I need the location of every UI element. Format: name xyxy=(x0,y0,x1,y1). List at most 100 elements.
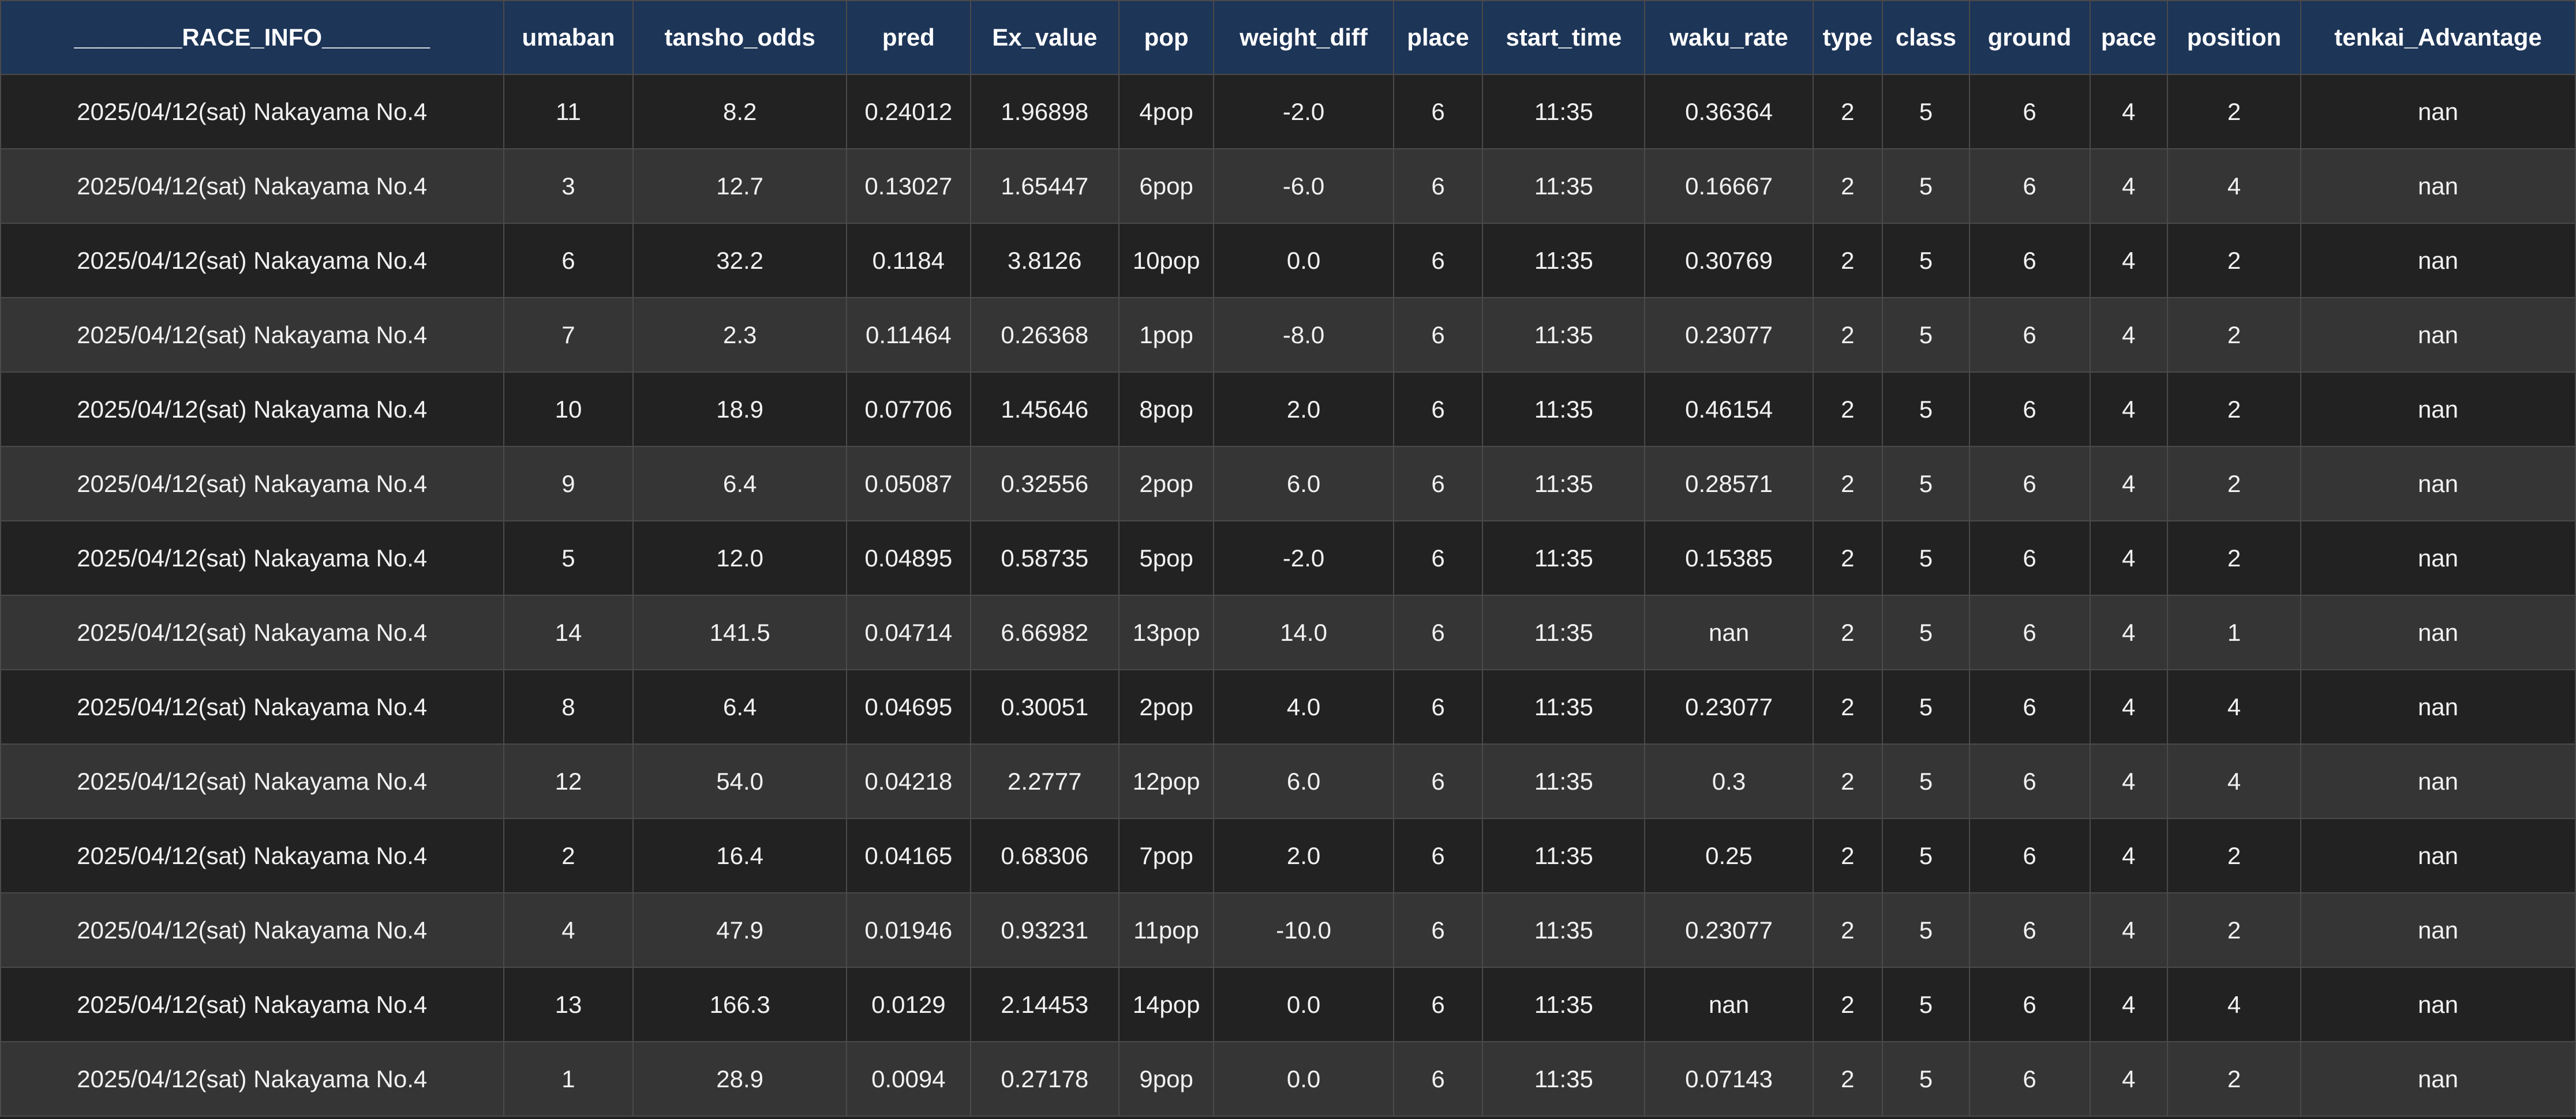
cell-place: 6 xyxy=(1392,520,1484,596)
cell-waku-rate: 0.36364 xyxy=(1644,74,1814,149)
column-header-umaban[interactable]: umaban xyxy=(503,0,634,75)
cell-pop: 9pop xyxy=(1118,1041,1215,1117)
table-header: ________RACE_INFO________ umaban tansho_… xyxy=(0,0,2576,75)
cell-ex-value: 0.30051 xyxy=(969,669,1119,745)
cell-tenkai-advantage: nan xyxy=(2300,1041,2576,1117)
cell-weight-diff: 0.0 xyxy=(1213,967,1394,1042)
cell-ex-value: 1.45646 xyxy=(969,371,1119,447)
column-header-pred[interactable]: pred xyxy=(845,0,971,75)
cell-pop: 5pop xyxy=(1118,520,1215,596)
cell-tansho-odds: 141.5 xyxy=(632,595,847,670)
cell-type: 2 xyxy=(1812,892,1884,968)
cell-pop: 14pop xyxy=(1118,967,1215,1042)
cell-place: 6 xyxy=(1392,1041,1484,1117)
table-row[interactable]: 2025/04/12(sat) Nakayama No.4 10 18.9 0.077… xyxy=(0,371,2576,447)
column-header-weight-diff[interactable]: weight_diff xyxy=(1213,0,1394,75)
cell-place: 6 xyxy=(1392,297,1484,373)
cell-umaban: 13 xyxy=(503,967,634,1042)
column-header-ground[interactable]: ground xyxy=(1968,0,2091,75)
cell-class: 5 xyxy=(1882,967,1970,1042)
cell-place: 6 xyxy=(1392,967,1484,1042)
cell-pred: 0.11464 xyxy=(845,297,971,373)
cell-position: 2 xyxy=(2167,297,2301,373)
cell-start-time: 11:35 xyxy=(1482,297,1646,373)
cell-pace: 4 xyxy=(2089,595,2169,670)
cell-pace: 4 xyxy=(2089,371,2169,447)
cell-position: 1 xyxy=(2167,595,2301,670)
cell-ground: 6 xyxy=(1968,1041,2091,1117)
cell-start-time: 11:35 xyxy=(1482,669,1646,745)
cell-weight-diff: 2.0 xyxy=(1213,818,1394,893)
cell-start-time: 11:35 xyxy=(1482,446,1646,521)
column-header-pop[interactable]: pop xyxy=(1118,0,1215,75)
cell-umaban: 12 xyxy=(503,744,634,819)
cell-waku-rate: nan xyxy=(1644,967,1814,1042)
table-row[interactable]: 2025/04/12(sat) Nakayama No.4 13 166.3 0.01… xyxy=(0,967,2576,1042)
table-row[interactable]: 2025/04/12(sat) Nakayama No.4 8 6.4 0.04695… xyxy=(0,669,2576,745)
table-row[interactable]: 2025/04/12(sat) Nakayama No.4 1 28.9 0.0094… xyxy=(0,1041,2576,1117)
cell-pace: 4 xyxy=(2089,446,2169,521)
cell-pace: 4 xyxy=(2089,148,2169,224)
cell-type: 2 xyxy=(1812,1041,1884,1117)
column-header-ex-value[interactable]: Ex_value xyxy=(969,0,1119,75)
cell-class: 5 xyxy=(1882,74,1970,149)
cell-race-info: 2025/04/12(sat) Nakayama No.4 xyxy=(0,74,504,149)
cell-place: 6 xyxy=(1392,744,1484,819)
cell-pred: 0.01946 xyxy=(845,892,971,968)
cell-waku-rate: 0.3 xyxy=(1644,744,1814,819)
cell-position: 2 xyxy=(2167,818,2301,893)
cell-waku-rate: nan xyxy=(1644,595,1814,670)
cell-waku-rate: 0.23077 xyxy=(1644,297,1814,373)
table-row[interactable]: 2025/04/12(sat) Nakayama No.4 12 54.0 0.042… xyxy=(0,744,2576,819)
cell-position: 2 xyxy=(2167,1041,2301,1117)
cell-tansho-odds: 18.9 xyxy=(632,371,847,447)
cell-pace: 4 xyxy=(2089,892,2169,968)
cell-pred: 0.04895 xyxy=(845,520,971,596)
column-header-race-info[interactable]: ________RACE_INFO________ xyxy=(0,0,504,75)
table-row[interactable]: 2025/04/12(sat) Nakayama No.4 5 12.0 0.0489… xyxy=(0,520,2576,596)
column-header-tenkai-advantage[interactable]: tenkai_Advantage xyxy=(2300,0,2576,75)
cell-type: 2 xyxy=(1812,744,1884,819)
cell-pred: 0.04695 xyxy=(845,669,971,745)
column-header-type[interactable]: type xyxy=(1812,0,1884,75)
column-header-class[interactable]: class xyxy=(1882,0,1970,75)
cell-waku-rate: 0.15385 xyxy=(1644,520,1814,596)
table-row[interactable]: 2025/04/12(sat) Nakayama No.4 2 16.4 0.0416… xyxy=(0,818,2576,893)
cell-pace: 4 xyxy=(2089,223,2169,298)
cell-type: 2 xyxy=(1812,520,1884,596)
column-header-place[interactable]: place xyxy=(1392,0,1484,75)
cell-place: 6 xyxy=(1392,74,1484,149)
table-row[interactable]: 2025/04/12(sat) Nakayama No.4 3 12.7 0.1302… xyxy=(0,148,2576,224)
cell-pred: 0.04218 xyxy=(845,744,971,819)
table-row[interactable]: 2025/04/12(sat) Nakayama No.4 9 6.4 0.05087… xyxy=(0,446,2576,521)
cell-pace: 4 xyxy=(2089,744,2169,819)
table-row[interactable]: 2025/04/12(sat) Nakayama No.4 11 8.2 0.2401… xyxy=(0,74,2576,149)
column-header-waku-rate[interactable]: waku_rate xyxy=(1644,0,1814,75)
column-header-start-time[interactable]: start_time xyxy=(1482,0,1646,75)
cell-umaban: 6 xyxy=(503,223,634,298)
column-header-pace[interactable]: pace xyxy=(2089,0,2169,75)
cell-class: 5 xyxy=(1882,818,1970,893)
cell-tansho-odds: 8.2 xyxy=(632,74,847,149)
cell-pop: 4pop xyxy=(1118,74,1215,149)
cell-start-time: 11:35 xyxy=(1482,223,1646,298)
cell-type: 2 xyxy=(1812,446,1884,521)
table-row[interactable]: 2025/04/12(sat) Nakayama No.4 14 141.5 0.04… xyxy=(0,595,2576,670)
cell-place: 6 xyxy=(1392,892,1484,968)
cell-umaban: 10 xyxy=(503,371,634,447)
cell-tansho-odds: 54.0 xyxy=(632,744,847,819)
cell-tenkai-advantage: nan xyxy=(2300,148,2576,224)
column-header-tansho-odds[interactable]: tansho_odds xyxy=(632,0,847,75)
cell-start-time: 11:35 xyxy=(1482,148,1646,224)
cell-class: 5 xyxy=(1882,892,1970,968)
column-header-position[interactable]: position xyxy=(2167,0,2301,75)
cell-tenkai-advantage: nan xyxy=(2300,744,2576,819)
cell-umaban: 5 xyxy=(503,520,634,596)
cell-tenkai-advantage: nan xyxy=(2300,74,2576,149)
table-row[interactable]: 2025/04/12(sat) Nakayama No.4 6 32.2 0.1184… xyxy=(0,223,2576,298)
cell-tansho-odds: 32.2 xyxy=(632,223,847,298)
table-row[interactable]: 2025/04/12(sat) Nakayama No.4 7 2.3 0.11464… xyxy=(0,297,2576,373)
table-row[interactable]: 2025/04/12(sat) Nakayama No.4 4 47.9 0.0194… xyxy=(0,892,2576,968)
cell-class: 5 xyxy=(1882,595,1970,670)
cell-waku-rate: 0.25 xyxy=(1644,818,1814,893)
